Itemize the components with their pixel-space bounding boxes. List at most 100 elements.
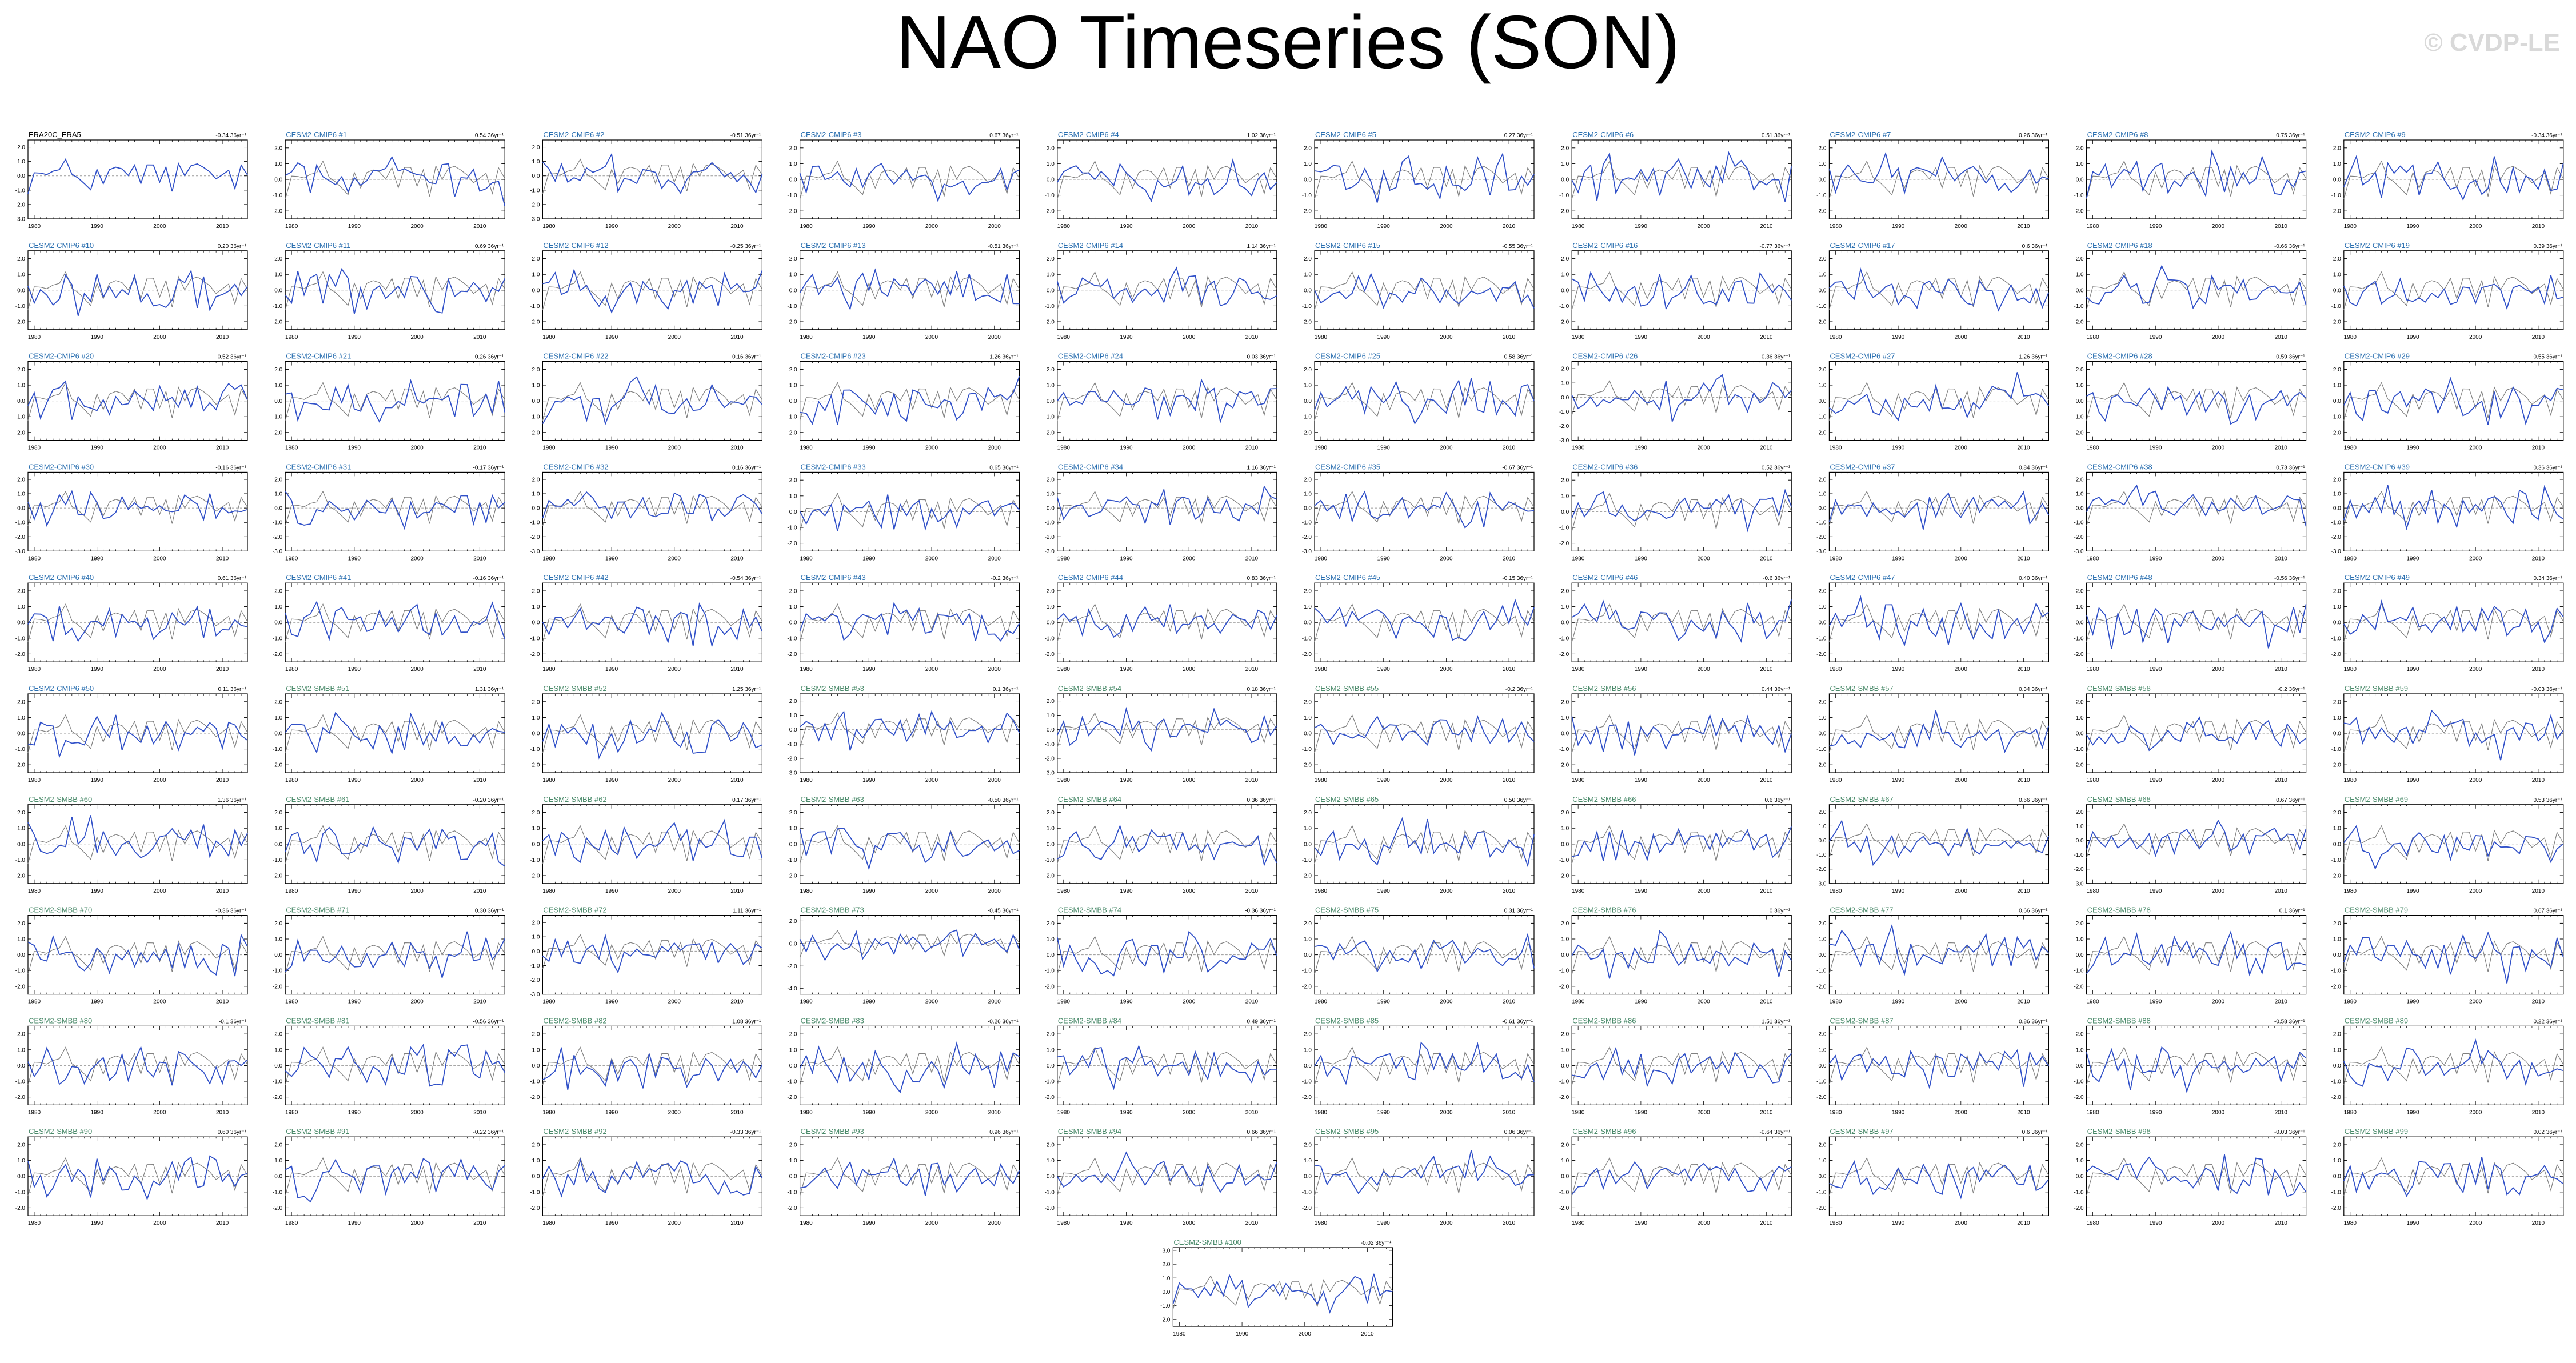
y-tick-label: -1.0 (530, 187, 540, 194)
y-tick-label: 1.0 (1304, 383, 1312, 389)
x-tick-label: 2000 (153, 223, 166, 230)
x-tick-label: 2010 (216, 334, 229, 341)
nao-panel: CESM2-CMIP6 #12 -0.25 36yr⁻¹ 2.0 1.0 0.0 -1.0… (530, 241, 763, 341)
y-tick-label: -2.0 (15, 651, 26, 658)
y-tick-label: 0.0 (17, 398, 25, 405)
y-tick-label: 0.0 (17, 620, 25, 626)
x-tick-label: 2000 (1440, 223, 1453, 230)
panel-title: CESM2-CMIP6 #2 (543, 130, 604, 139)
member-series (1828, 372, 2050, 422)
x-tick-label: 2000 (1183, 555, 1196, 562)
obs-reference-series (285, 603, 505, 642)
y-tick-label: -1.0 (15, 746, 26, 753)
y-tick-label: 1.0 (1304, 272, 1312, 278)
member-series (1828, 595, 2049, 647)
y-tick-label: -3.0 (1045, 549, 1055, 555)
y-tick-label: 2.0 (2076, 256, 2084, 262)
member-series (1314, 490, 1535, 529)
x-tick-label: 2010 (473, 666, 486, 673)
member-series (1314, 273, 1535, 309)
x-tick-label: 2000 (2469, 334, 2482, 341)
obs-reference-series (1828, 490, 2049, 526)
x-tick-label: 2010 (473, 223, 486, 230)
x-tick-label: 1990 (2406, 334, 2419, 341)
obs-reference-series (2086, 160, 2307, 199)
obs-reference-series (285, 271, 505, 310)
nao-panel: CESM2-CMIP6 #35 -0.67 36yr⁻¹ 2.0 1.0 0.0 -1.0… (1302, 462, 1535, 562)
x-tick-label: 1980 (2086, 334, 2099, 341)
y-tick-label: -2.0 (530, 651, 540, 658)
x-tick-label: 2010 (216, 666, 229, 673)
member-series (1056, 266, 1277, 307)
y-tick-label: 0.0 (1047, 177, 1055, 183)
x-tick-label: 2010 (216, 223, 229, 230)
y-tick-label: 0.0 (2333, 620, 2341, 626)
panel-title: CESM2-CMIP6 #24 (1058, 352, 1123, 361)
y-tick-label: 2.0 (532, 589, 540, 595)
y-tick-label: 2.0 (17, 367, 25, 373)
x-tick-label: 2000 (2212, 666, 2225, 673)
y-tick-label: -1.0 (2331, 635, 2342, 642)
x-tick-label: 2000 (925, 334, 938, 341)
obs-reference-series (2343, 271, 2564, 310)
panel-trend: 0.6 36yr⁻¹ (2022, 243, 2048, 250)
x-tick-label: 1990 (1120, 334, 1133, 341)
x-tick-label: 2010 (1503, 334, 1516, 341)
y-tick-label: 1.0 (1047, 161, 1055, 167)
x-tick-label: 2000 (1697, 334, 1710, 341)
y-tick-label: 2.0 (274, 256, 282, 262)
x-tick-label: 1980 (1572, 555, 1585, 562)
x-tick-label: 1980 (2344, 334, 2357, 341)
member-series (542, 153, 763, 194)
x-tick-label: 2000 (2212, 555, 2225, 562)
nao-panel: CESM2-CMIP6 #29 0.55 36yr⁻¹ 2.0 1.0 0.0 -1.0 -… (2331, 352, 2564, 451)
y-tick-label: -2.0 (530, 319, 540, 326)
y-tick-label: 0.0 (2333, 287, 2341, 294)
y-tick-label: 0.0 (1818, 287, 1826, 294)
y-tick-label: 0.0 (2333, 398, 2341, 405)
y-tick-label: 0.0 (532, 398, 540, 405)
x-tick-label: 1990 (2406, 223, 2419, 230)
x-tick-label: 1990 (2406, 555, 2419, 562)
panel-trend: 0.40 36yr⁻¹ (2019, 575, 2048, 582)
obs-reference-series (27, 382, 248, 421)
x-tick-label: 2010 (1503, 666, 1516, 673)
y-tick-label: 0.0 (1561, 287, 1569, 294)
nao-panel: CESM2-CMIP6 #46 -0.6 36yr⁻¹ 2.0 1.0 0.0 -1.0 -… (1559, 573, 1792, 673)
nao-panel: CESM2-CMIP6 #20 -0.52 36yr⁻¹ 2.0 1.0 0.0 -1.0… (15, 352, 248, 451)
panel-trend: -0.51 36yr⁻¹ (730, 133, 761, 139)
nao-panel: CESM2-CMIP6 #22 -0.16 36yr⁻¹ 2.0 1.0 0.0 -1.0… (530, 352, 763, 451)
y-tick-label: 2.0 (1818, 589, 1826, 595)
y-tick-label: -1.0 (2074, 414, 2084, 421)
x-tick-label: 2000 (668, 223, 681, 230)
panel-title: CESM2-CMIP6 #6 (1572, 130, 1634, 139)
y-tick-label: -1.0 (2331, 520, 2342, 526)
y-tick-label: 2.0 (1818, 367, 1826, 373)
member-series (285, 268, 506, 314)
y-tick-label: 1.0 (789, 383, 797, 389)
y-tick-label: -1.0 (2331, 414, 2342, 421)
panel-title: CESM2-CMIP6 #44 (1058, 573, 1123, 582)
panel-frame (542, 471, 763, 552)
member-series (27, 490, 248, 527)
panel-trend: -0.55 36yr⁻¹ (1502, 243, 1533, 250)
y-tick-label: 0.0 (1047, 398, 1055, 405)
y-tick-label: 0.0 (1818, 506, 1826, 512)
x-tick-label: 2010 (730, 555, 744, 562)
y-tick-label: -2.0 (530, 430, 540, 436)
y-tick-label: -2.0 (2331, 534, 2342, 541)
y-tick-label: -2.0 (1302, 651, 1312, 658)
y-tick-label: 0.0 (2333, 506, 2341, 512)
x-tick-label: 2000 (410, 666, 424, 673)
x-tick-label: 2010 (730, 445, 744, 451)
member-series (542, 268, 763, 314)
y-tick-label: 0.0 (274, 287, 282, 294)
panel-title: CESM2-CMIP6 #19 (2345, 241, 2410, 250)
x-tick-label: 2000 (2212, 334, 2225, 341)
panel-trend: 0.67 36yr⁻¹ (989, 133, 1019, 139)
y-tick-label: 1.0 (532, 272, 540, 278)
x-tick-label: 1980 (28, 334, 41, 341)
x-tick-label: 1980 (1315, 445, 1328, 451)
nao-panel: CESM2-CMIP6 #19 0.39 36yr⁻¹ 2.0 1.0 0.0 -1.0 -… (2331, 241, 2564, 341)
nao-panel: CESM2-CMIP6 #43 -0.2 36yr⁻¹ 2.0 1.0 0.0 -1.0 -… (787, 573, 1020, 673)
